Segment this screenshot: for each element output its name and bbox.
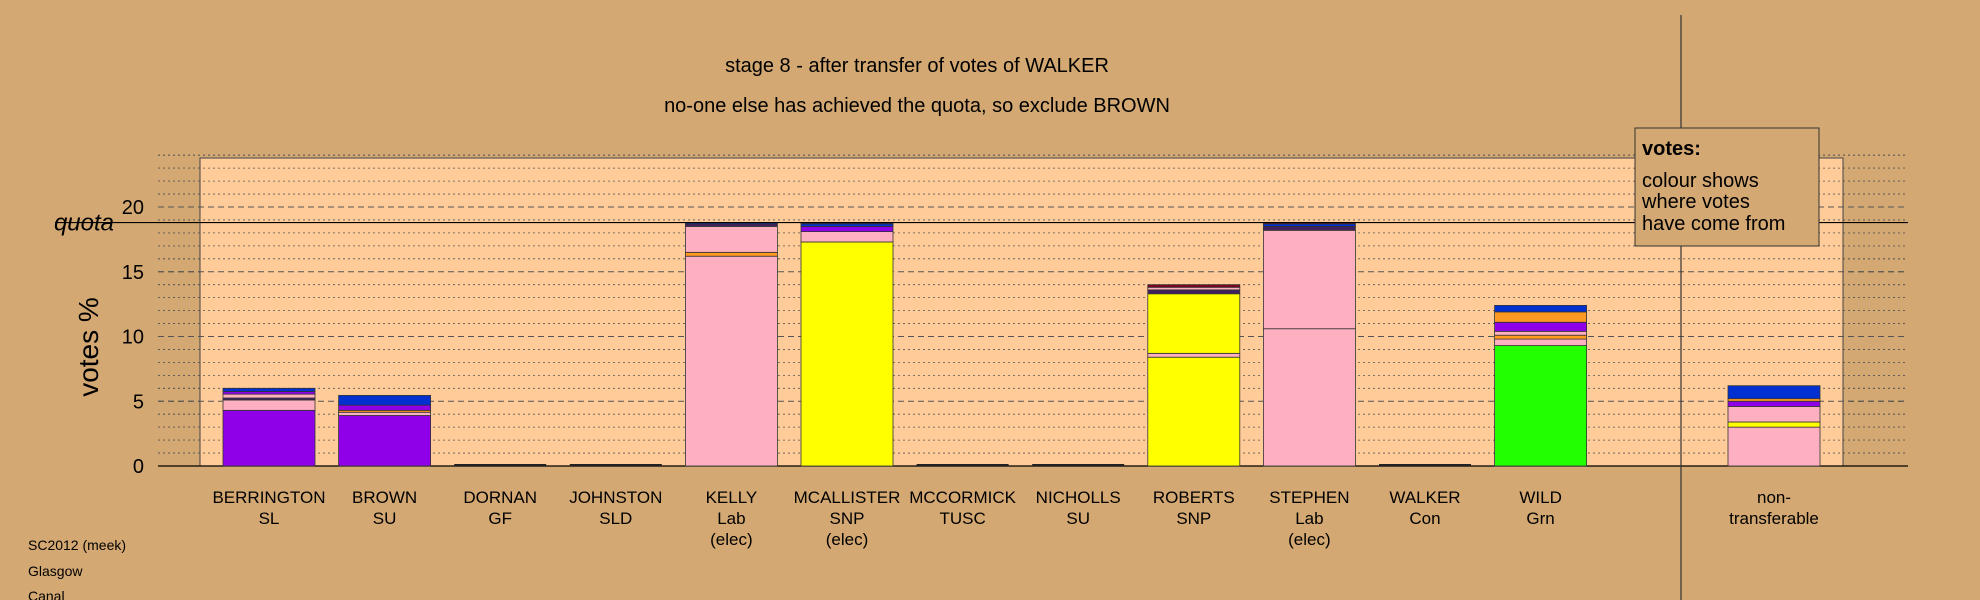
grid-inside: [158, 154, 1908, 467]
bar-segment: [1727, 421, 1821, 428]
x-tick-label: STEPHEN: [1269, 488, 1349, 507]
legend-box: [1634, 127, 1820, 247]
bar-segment: [222, 387, 316, 392]
legend-line: have come from: [1642, 213, 1785, 235]
bar-segment: [685, 251, 778, 257]
bar-segment: [1727, 426, 1821, 467]
y-axis-label: votes %: [73, 297, 104, 397]
chart-subtitle: no-one else has achieved the quota, so e…: [664, 95, 1170, 117]
bar-segment: [338, 404, 432, 411]
x-tick-label: MCALLISTER: [794, 488, 901, 507]
y-tick-label: 10: [122, 327, 144, 349]
x-tick-label: transferable: [1729, 509, 1819, 528]
bar-segment: [1494, 321, 1587, 332]
bar-segment: [1147, 284, 1241, 288]
x-tick-label: SNP: [830, 509, 865, 528]
x-axis-labels: BERRINGTON SL BROWN SU DORNAN GF JOHNSTON SLD KE…: [212, 488, 1818, 549]
bar-segment: [1494, 330, 1587, 336]
legend: votes: colour shows where votes have com…: [1634, 127, 1820, 247]
bar-segment: [1494, 338, 1587, 346]
x-tick-label: ROBERTS: [1153, 488, 1235, 507]
legend-line: colour shows: [1642, 170, 1759, 192]
x-tick-label: (elec): [1288, 530, 1331, 549]
footer-line: SC2012 (meek): [28, 537, 126, 553]
bar-segment: [1263, 229, 1356, 330]
x-tick-label: SU: [1066, 509, 1090, 528]
bar-segment: [1147, 293, 1241, 354]
y-tick-label: 20: [122, 197, 144, 219]
bar-segment: [1147, 356, 1241, 467]
x-tick-label: JOHNSTON: [569, 488, 662, 507]
chart-title: stage 8 - after transfer of votes of WAL…: [725, 55, 1109, 77]
bar-segment: [1263, 226, 1356, 231]
x-tick-label: SNP: [1176, 509, 1211, 528]
bar-segment: [1727, 400, 1821, 407]
bar-segment: [222, 393, 316, 399]
bar-segment: [222, 399, 316, 411]
legend-title: votes:: [1642, 138, 1701, 160]
x-tick-label: MCCORMICK: [909, 488, 1016, 507]
bar-segment: [1147, 289, 1241, 295]
quota-label: quota: [54, 210, 114, 237]
bar-segment: [800, 231, 894, 243]
x-tick-label: (elec): [710, 530, 753, 549]
y-tick-label: 0: [133, 456, 144, 478]
bar-segment: [1727, 385, 1821, 400]
bar-segment: [685, 226, 778, 253]
x-tick-label: KELLY: [706, 488, 758, 507]
footer: SC2012 (meek) Glasgow Canal: [28, 537, 126, 600]
x-tick-label: WALKER: [1389, 488, 1460, 507]
x-tick-label: TUSC: [939, 509, 985, 528]
bar-segment: [338, 395, 432, 406]
bar-segment: [1147, 352, 1241, 358]
bar-segment: [1494, 305, 1587, 313]
bar-segment: [685, 255, 778, 467]
x-tick-label: DORNAN: [463, 488, 537, 507]
y-tick-label: 5: [133, 391, 144, 413]
bar-segment: [800, 226, 894, 233]
x-tick-label: Grn: [1526, 509, 1554, 528]
bar-segment: [1494, 334, 1587, 340]
bar-segment: [1494, 345, 1587, 467]
x-tick-label: SU: [373, 509, 397, 528]
x-tick-label: Lab: [1295, 509, 1323, 528]
x-tick-label: NICHOLLS: [1036, 488, 1121, 507]
bar-segment: [338, 415, 432, 467]
plot-panel: [199, 157, 1844, 467]
footer-line: Canal: [28, 588, 65, 600]
bar-segment: [222, 409, 316, 467]
x-tick-label: BERRINGTON: [212, 488, 325, 507]
bar-segment: [800, 241, 894, 467]
bar-segment: [338, 411, 432, 416]
footer-line: Glasgow: [28, 563, 83, 579]
bar-segment: [1263, 328, 1356, 467]
y-tick-label: 15: [122, 262, 144, 284]
x-tick-label: GF: [488, 509, 512, 528]
x-tick-label: Lab: [717, 509, 745, 528]
x-tick-label: non-: [1757, 488, 1791, 507]
legend-line: where votes: [1641, 191, 1750, 213]
bars: [222, 222, 1821, 467]
x-tick-label: SL: [259, 509, 280, 528]
x-tick-label: SLD: [599, 509, 632, 528]
bar-segment: [1727, 406, 1821, 423]
y-axis-ticks: 0 5 10 15 20: [122, 197, 144, 478]
x-tick-label: WILD: [1519, 488, 1562, 507]
x-tick-label: BROWN: [352, 488, 417, 507]
bar-segment: [1494, 311, 1587, 323]
x-tick-label: Con: [1409, 509, 1440, 528]
x-tick-label: (elec): [826, 530, 869, 549]
